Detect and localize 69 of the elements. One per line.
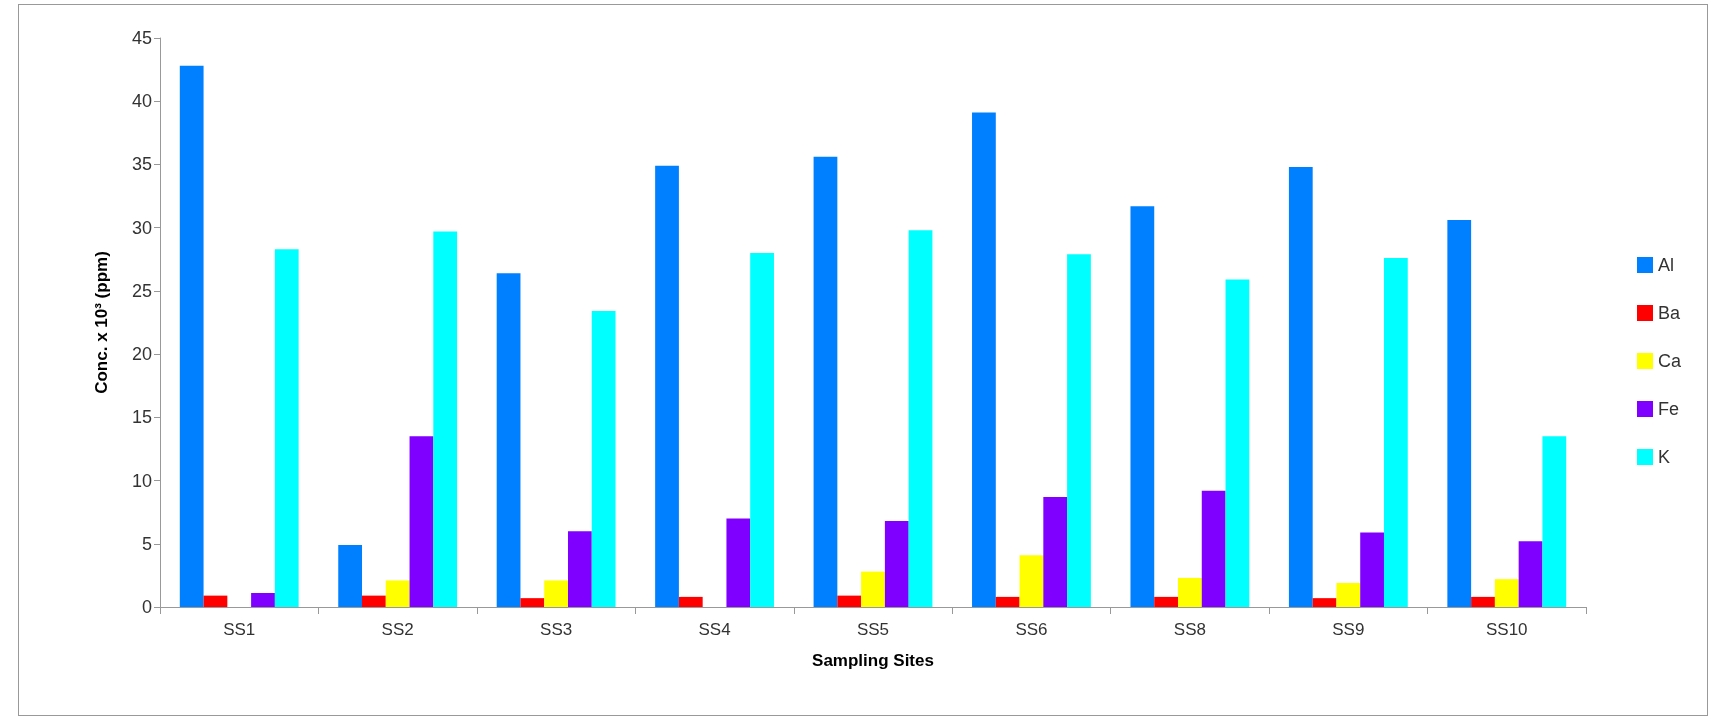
bar <box>1178 577 1202 607</box>
bar <box>655 165 679 607</box>
bar <box>1360 532 1384 607</box>
y-tick-label: 45 <box>131 28 152 48</box>
bar <box>678 596 703 607</box>
bar <box>1225 279 1250 607</box>
bar <box>567 531 592 607</box>
bar <box>1447 220 1472 607</box>
bar <box>813 156 838 607</box>
y-tick-label: 30 <box>131 217 152 238</box>
x-tick-label: SS10 <box>1485 620 1528 639</box>
x-tick-label: SS4 <box>698 620 731 639</box>
x-tick-label: SS2 <box>381 620 414 639</box>
bar <box>1336 582 1361 607</box>
bar <box>251 593 275 607</box>
bar <box>1494 579 1519 607</box>
bar <box>591 311 616 607</box>
bar <box>433 231 458 607</box>
bar <box>1019 555 1044 607</box>
legend-label: Ca <box>1657 351 1682 371</box>
y-tick-label: 10 <box>131 470 152 491</box>
y-tick-label: 25 <box>131 280 152 301</box>
x-tick-label: SS6 <box>1015 620 1048 639</box>
y-tick-label: 35 <box>131 154 152 175</box>
x-tick-label: SS5 <box>856 620 890 639</box>
bar <box>1542 436 1567 607</box>
bar <box>520 598 545 607</box>
bar <box>1201 490 1226 607</box>
bar <box>837 595 862 607</box>
bar <box>1154 596 1179 607</box>
bar <box>726 518 751 607</box>
x-tick-label: SS8 <box>1173 620 1206 639</box>
bar <box>1130 206 1155 607</box>
bar <box>884 521 909 607</box>
bar <box>1043 496 1068 607</box>
bar <box>544 580 568 607</box>
y-tick-label: 40 <box>131 91 152 112</box>
legend-label: K <box>1657 447 1671 467</box>
bar <box>995 596 1020 607</box>
y-tick-label: 15 <box>131 407 152 428</box>
bar <box>1518 541 1543 607</box>
x-tick-label: SS1 <box>223 620 256 639</box>
bar <box>861 571 885 607</box>
bar <box>972 112 996 607</box>
y-axis-title: Conc. x 10³ (ppm) <box>92 251 111 394</box>
bar <box>362 595 386 607</box>
bar <box>1471 596 1495 607</box>
bar <box>908 230 933 607</box>
bar <box>179 65 204 607</box>
y-tick-label: 20 <box>131 344 152 365</box>
bar <box>750 252 774 607</box>
bar <box>1288 166 1313 607</box>
bar <box>385 580 410 607</box>
y-tick-label: 0 <box>141 597 152 617</box>
bar <box>409 436 434 607</box>
bar <box>1312 598 1337 607</box>
x-axis-title: Sampling Sites <box>812 651 934 670</box>
bar <box>274 249 299 607</box>
x-tick-label: SS3 <box>540 620 573 639</box>
bar <box>1383 258 1408 607</box>
y-tick-label: 5 <box>141 533 152 554</box>
legend-label: Fe <box>1657 399 1680 419</box>
bar <box>203 595 228 607</box>
legend-label: Ba <box>1657 303 1681 323</box>
bar <box>496 273 521 607</box>
legend-label: Al <box>1657 255 1675 275</box>
bar <box>338 545 363 607</box>
bar <box>1067 254 1091 607</box>
x-tick-label: SS9 <box>1332 620 1365 639</box>
